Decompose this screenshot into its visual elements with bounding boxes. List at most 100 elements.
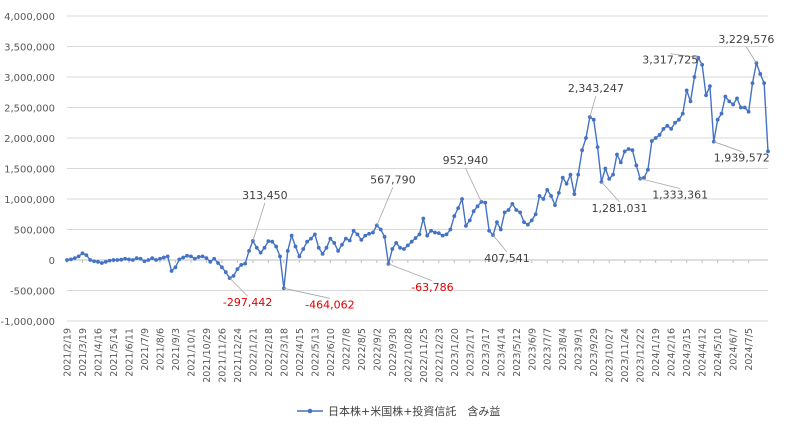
annotation-leader xyxy=(670,53,699,59)
data-point xyxy=(80,251,85,256)
data-point xyxy=(762,81,767,85)
data-label: 3,317,725 xyxy=(642,54,698,67)
data-point xyxy=(444,232,449,237)
data-point xyxy=(189,254,193,259)
data-point xyxy=(347,238,352,243)
data-point xyxy=(185,253,189,258)
data-point xyxy=(591,117,596,122)
data-point xyxy=(572,192,577,197)
annotation-leader xyxy=(746,46,757,64)
data-point xyxy=(746,109,751,114)
annotation-leader xyxy=(492,234,508,253)
data-point xyxy=(626,147,631,151)
data-point xyxy=(192,256,197,261)
data-point xyxy=(584,136,588,140)
data-point xyxy=(556,191,561,195)
x-tick-label: 2021/2/19 xyxy=(63,328,74,377)
data-point xyxy=(328,236,333,241)
data-point xyxy=(68,257,73,262)
data-point xyxy=(622,149,627,154)
x-tick-label: 2021/7/9 xyxy=(140,328,151,371)
x-tick-label: 2022/3/18 xyxy=(279,328,290,377)
x-tick-label: 2023/2/17 xyxy=(465,328,476,377)
data-point xyxy=(731,102,736,107)
y-tick-label: 2,000,000 xyxy=(4,134,55,145)
data-point xyxy=(688,99,693,104)
data-point xyxy=(533,212,538,217)
data-point xyxy=(127,257,131,262)
data-point xyxy=(661,126,666,131)
grid xyxy=(67,15,768,322)
data-point xyxy=(111,258,116,262)
data-point xyxy=(653,136,658,140)
data-point xyxy=(150,256,155,261)
data-point xyxy=(615,152,619,157)
data-point xyxy=(460,197,464,201)
data-point xyxy=(618,160,623,165)
y-tick-label: -1,000,000 xyxy=(0,317,55,328)
y-tick-label: 1,500,000 xyxy=(4,165,55,176)
data-point xyxy=(549,194,554,198)
data-point xyxy=(88,258,93,262)
data-point xyxy=(138,256,143,261)
x-tick-label: 2022/2/18 xyxy=(264,328,275,377)
x-tick-label: 2021/12/24 xyxy=(233,328,244,383)
data-point xyxy=(448,227,453,232)
data-point xyxy=(223,270,228,275)
x-tick-label: 2023/5/12 xyxy=(512,328,523,377)
data-point xyxy=(84,253,89,258)
data-point xyxy=(758,72,763,76)
data-point xyxy=(700,62,705,67)
data-point xyxy=(669,126,674,131)
x-tick-label: 2024/4/12 xyxy=(698,328,709,377)
data-label: 1,333,361 xyxy=(652,189,708,202)
data-point xyxy=(196,255,201,259)
data-point xyxy=(630,148,635,153)
data-label: 313,450 xyxy=(242,189,288,202)
data-point xyxy=(506,208,511,212)
y-tick-label: -500,000 xyxy=(10,287,55,298)
x-tick-label: 2023/3/17 xyxy=(481,328,492,377)
data-point xyxy=(471,209,476,214)
data-point xyxy=(452,214,457,218)
data-point xyxy=(498,227,503,232)
data-point xyxy=(65,258,69,262)
data-point xyxy=(239,262,244,267)
legend: 日本株+米国株+投資信託 含み益 xyxy=(297,404,500,418)
data-point xyxy=(204,256,209,261)
data-point xyxy=(107,258,112,263)
data-point xyxy=(502,210,507,215)
data-label: 1,939,572 xyxy=(714,152,770,165)
data-point xyxy=(312,232,317,237)
data-point xyxy=(684,88,689,93)
data-label: 1,281,031 xyxy=(591,202,647,215)
annotation-leader xyxy=(229,277,248,297)
data-point xyxy=(711,139,716,144)
data-point xyxy=(680,111,685,116)
data-label: -63,786 xyxy=(411,281,453,294)
data-point xyxy=(320,252,325,256)
annotation-leader xyxy=(283,287,330,299)
data-point xyxy=(719,111,724,116)
data-point xyxy=(161,255,166,260)
data-point xyxy=(130,258,135,262)
data-point xyxy=(723,94,728,99)
data-point xyxy=(324,245,329,250)
data-point xyxy=(611,172,615,177)
y-tick-label: 3,500,000 xyxy=(4,43,55,54)
data-point xyxy=(421,216,426,221)
x-tick-label: 2023/8/4 xyxy=(558,328,569,371)
data-point xyxy=(119,257,124,262)
data-point xyxy=(657,133,662,137)
data-point xyxy=(340,242,344,247)
data-point xyxy=(402,247,406,251)
series-layer xyxy=(65,55,770,291)
annotations: -297,442 313,450 -464,062 567,790 -63,786 952… xyxy=(223,33,774,311)
data-point xyxy=(258,250,263,255)
data-point xyxy=(316,245,321,250)
data-point xyxy=(518,210,523,215)
data-label: 3,229,576 xyxy=(718,33,774,46)
x-tick-label: 2021/11/26 xyxy=(217,328,228,383)
data-point xyxy=(158,256,162,261)
